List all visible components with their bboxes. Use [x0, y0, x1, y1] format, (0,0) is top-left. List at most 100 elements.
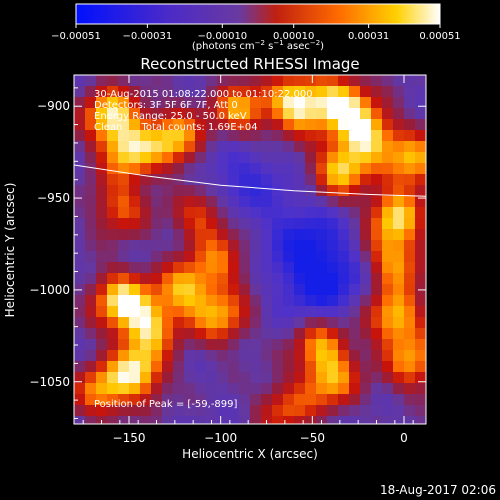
heatmap-cell: [217, 152, 229, 164]
heatmap-cell: [338, 119, 350, 131]
heatmap-cell: [250, 317, 262, 329]
heatmap-cell: [96, 108, 108, 120]
heatmap-cell: [305, 240, 317, 252]
heatmap-cell: [195, 119, 207, 131]
heatmap-cell: [393, 108, 405, 120]
heatmap-cell: [404, 361, 416, 373]
heatmap-cell: [151, 284, 163, 296]
heatmap-cell: [173, 229, 185, 241]
heatmap-cell: [283, 350, 295, 362]
heatmap-cell: [206, 229, 218, 241]
heatmap-cell: [129, 372, 141, 384]
heatmap-cell: [162, 350, 174, 362]
heatmap-cell: [261, 394, 273, 406]
heatmap-cell: [173, 372, 185, 384]
heatmap-cell: [272, 75, 284, 87]
heatmap-cell: [360, 416, 372, 424]
heatmap-cell: [173, 97, 185, 109]
heatmap-cell: [162, 174, 174, 186]
heatmap-cell: [415, 361, 426, 373]
heatmap-cell: [85, 295, 97, 307]
heatmap-cell: [316, 141, 328, 153]
heatmap-cell: [393, 372, 405, 384]
heatmap-cell: [250, 295, 262, 307]
heatmap-cell: [338, 383, 350, 395]
heatmap-cell: [195, 383, 207, 395]
heatmap-cell: [184, 317, 196, 329]
heatmap-cell: [74, 262, 86, 274]
heatmap-cell: [294, 394, 306, 406]
heatmap-cell: [118, 240, 130, 252]
annotation-detectors: Detectors: 3F 5F 6F 7F, Att 0: [94, 100, 238, 111]
heatmap-cell: [349, 394, 361, 406]
heatmap-cell: [217, 229, 229, 241]
heatmap-cell: [107, 174, 119, 186]
heatmap-cell: [349, 240, 361, 252]
heatmap-cell: [85, 97, 97, 109]
heatmap-cell: [338, 295, 350, 307]
heatmap-cell: [382, 383, 394, 395]
heatmap-cell: [118, 405, 130, 417]
colorbar-tick-label: 0.00051: [419, 31, 460, 42]
heatmap-cell: [360, 361, 372, 373]
heatmap-cell: [217, 86, 229, 98]
heatmap-cell: [272, 152, 284, 164]
heatmap-cell: [360, 97, 372, 109]
heatmap-cell: [162, 372, 174, 384]
heatmap-cell: [261, 141, 273, 153]
heatmap-cell: [305, 196, 317, 208]
heatmap-cell: [283, 372, 295, 384]
heatmap-cell: [404, 328, 416, 340]
heatmap-cell: [250, 218, 262, 230]
heatmap-cell: [206, 273, 218, 285]
heatmap-cell: [228, 229, 240, 241]
heatmap-cell: [85, 383, 97, 395]
heatmap-cell: [195, 108, 207, 120]
heatmap-cell: [294, 251, 306, 263]
heatmap-cell: [228, 372, 240, 384]
heatmap-cell: [283, 141, 295, 153]
chart-title: Reconstructed RHESSI Image: [140, 55, 359, 73]
heatmap-cell: [327, 130, 339, 142]
annotation-time-range: 30-Aug-2015 01:08:22.000 to 01:10:22.000: [94, 89, 313, 100]
heatmap-cell: [393, 86, 405, 98]
heatmap-cell: [393, 218, 405, 230]
heatmap-cell: [74, 196, 86, 208]
heatmap-cell: [316, 273, 328, 285]
heatmap-cell: [173, 75, 185, 87]
heatmap-cell: [140, 185, 152, 197]
heatmap-cell: [294, 163, 306, 175]
heatmap-cell: [415, 339, 426, 351]
heatmap-cell: [294, 196, 306, 208]
heatmap-cell: [129, 306, 141, 318]
heatmap-cell: [206, 317, 218, 329]
heatmap-cell: [107, 328, 119, 340]
heatmap-cell: [118, 383, 130, 395]
heatmap-cell: [239, 218, 251, 230]
heatmap-cell: [195, 394, 207, 406]
heatmap-cell: [118, 229, 130, 241]
heatmap-cell: [349, 383, 361, 395]
heatmap-cell: [107, 361, 119, 373]
heatmap-cell: [173, 240, 185, 252]
heatmap-cell: [217, 416, 229, 424]
heatmap-cell: [316, 152, 328, 164]
heatmap-cell: [250, 350, 262, 362]
heatmap-cell: [360, 284, 372, 296]
heatmap-cell: [195, 317, 207, 329]
heatmap-cell: [217, 339, 229, 351]
heatmap-cell: [360, 75, 372, 87]
heatmap-cell: [349, 174, 361, 186]
heatmap-cell: [283, 75, 295, 87]
heatmap-cell: [338, 141, 350, 153]
heatmap-cell: [96, 86, 108, 98]
heatmap-cell: [85, 229, 97, 241]
heatmap-cell: [173, 262, 185, 274]
heatmap-cell: [294, 174, 306, 186]
heatmap-cell: [85, 218, 97, 230]
heatmap-cell: [206, 196, 218, 208]
heatmap-cell: [415, 405, 426, 417]
heatmap-cell: [74, 317, 86, 329]
heatmap-cell: [118, 416, 130, 424]
